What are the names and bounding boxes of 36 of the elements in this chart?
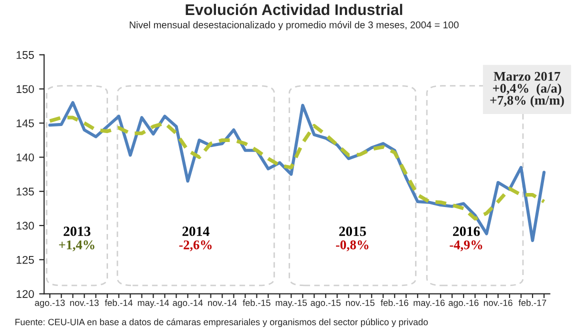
annotation: 2013 bbox=[64, 226, 90, 236]
annotation: -2,6% bbox=[179, 240, 212, 252]
x-tick-label: nov.-14 bbox=[208, 300, 237, 306]
x-tick-label: nov.-16 bbox=[484, 300, 512, 306]
y-tick-label: 130 bbox=[16, 222, 34, 230]
annotation: 2015 bbox=[339, 226, 366, 236]
source-note: Fuente: CEU-UIA en base a datos de cámaras empresariales y organismos del sector público y privado bbox=[15, 318, 428, 328]
y-tick-label: 140 bbox=[16, 153, 34, 162]
x-tick-label: feb.-14 bbox=[104, 299, 133, 306]
y-tick-label: 135 bbox=[16, 188, 34, 196]
x-tick-label: ago.-16 bbox=[448, 300, 478, 308]
x-tick-label: may.-15 bbox=[276, 300, 307, 308]
y-tick-label: 120 bbox=[16, 290, 34, 298]
x-tick-label: may.-14 bbox=[138, 300, 169, 308]
x-tick-label: ago.-15 bbox=[310, 300, 341, 308]
x-tick-label: feb.-15 bbox=[242, 299, 270, 306]
chart-title: Evolución Actividad Industrial bbox=[186, 4, 402, 16]
annotation: -0,8% bbox=[336, 240, 368, 252]
y-tick-label: 145 bbox=[16, 119, 34, 128]
chart-subtitle: Nivel mensual desestacionalizado y promedio móvil de 3 meses, 2004 = 100 bbox=[130, 21, 459, 30]
x-tick-label: nov.-13 bbox=[70, 300, 99, 306]
y-tick-label: 150 bbox=[16, 85, 34, 94]
x-tick-label: feb.-17 bbox=[518, 299, 546, 306]
annotation: +1,4% bbox=[59, 240, 94, 252]
x-tick-label: may.-16 bbox=[414, 300, 445, 308]
annotation: 2014 bbox=[182, 226, 210, 236]
annotation: Marzo 2017 +0,4% (a/a) +7,8% (m/m) bbox=[490, 72, 564, 108]
x-tick-label: ago.-13 bbox=[34, 300, 65, 308]
line-series bbox=[48, 116, 546, 220]
annotation: -4,9% bbox=[450, 240, 482, 252]
x-tick-label: nov.-15 bbox=[346, 300, 374, 306]
x-tick-label: ago.-14 bbox=[172, 300, 203, 308]
y-tick-label: 155 bbox=[16, 51, 34, 59]
x-tick-label: feb.-16 bbox=[380, 299, 408, 306]
y-tick-label: 125 bbox=[16, 256, 34, 264]
annotation: 2016 bbox=[453, 226, 480, 236]
